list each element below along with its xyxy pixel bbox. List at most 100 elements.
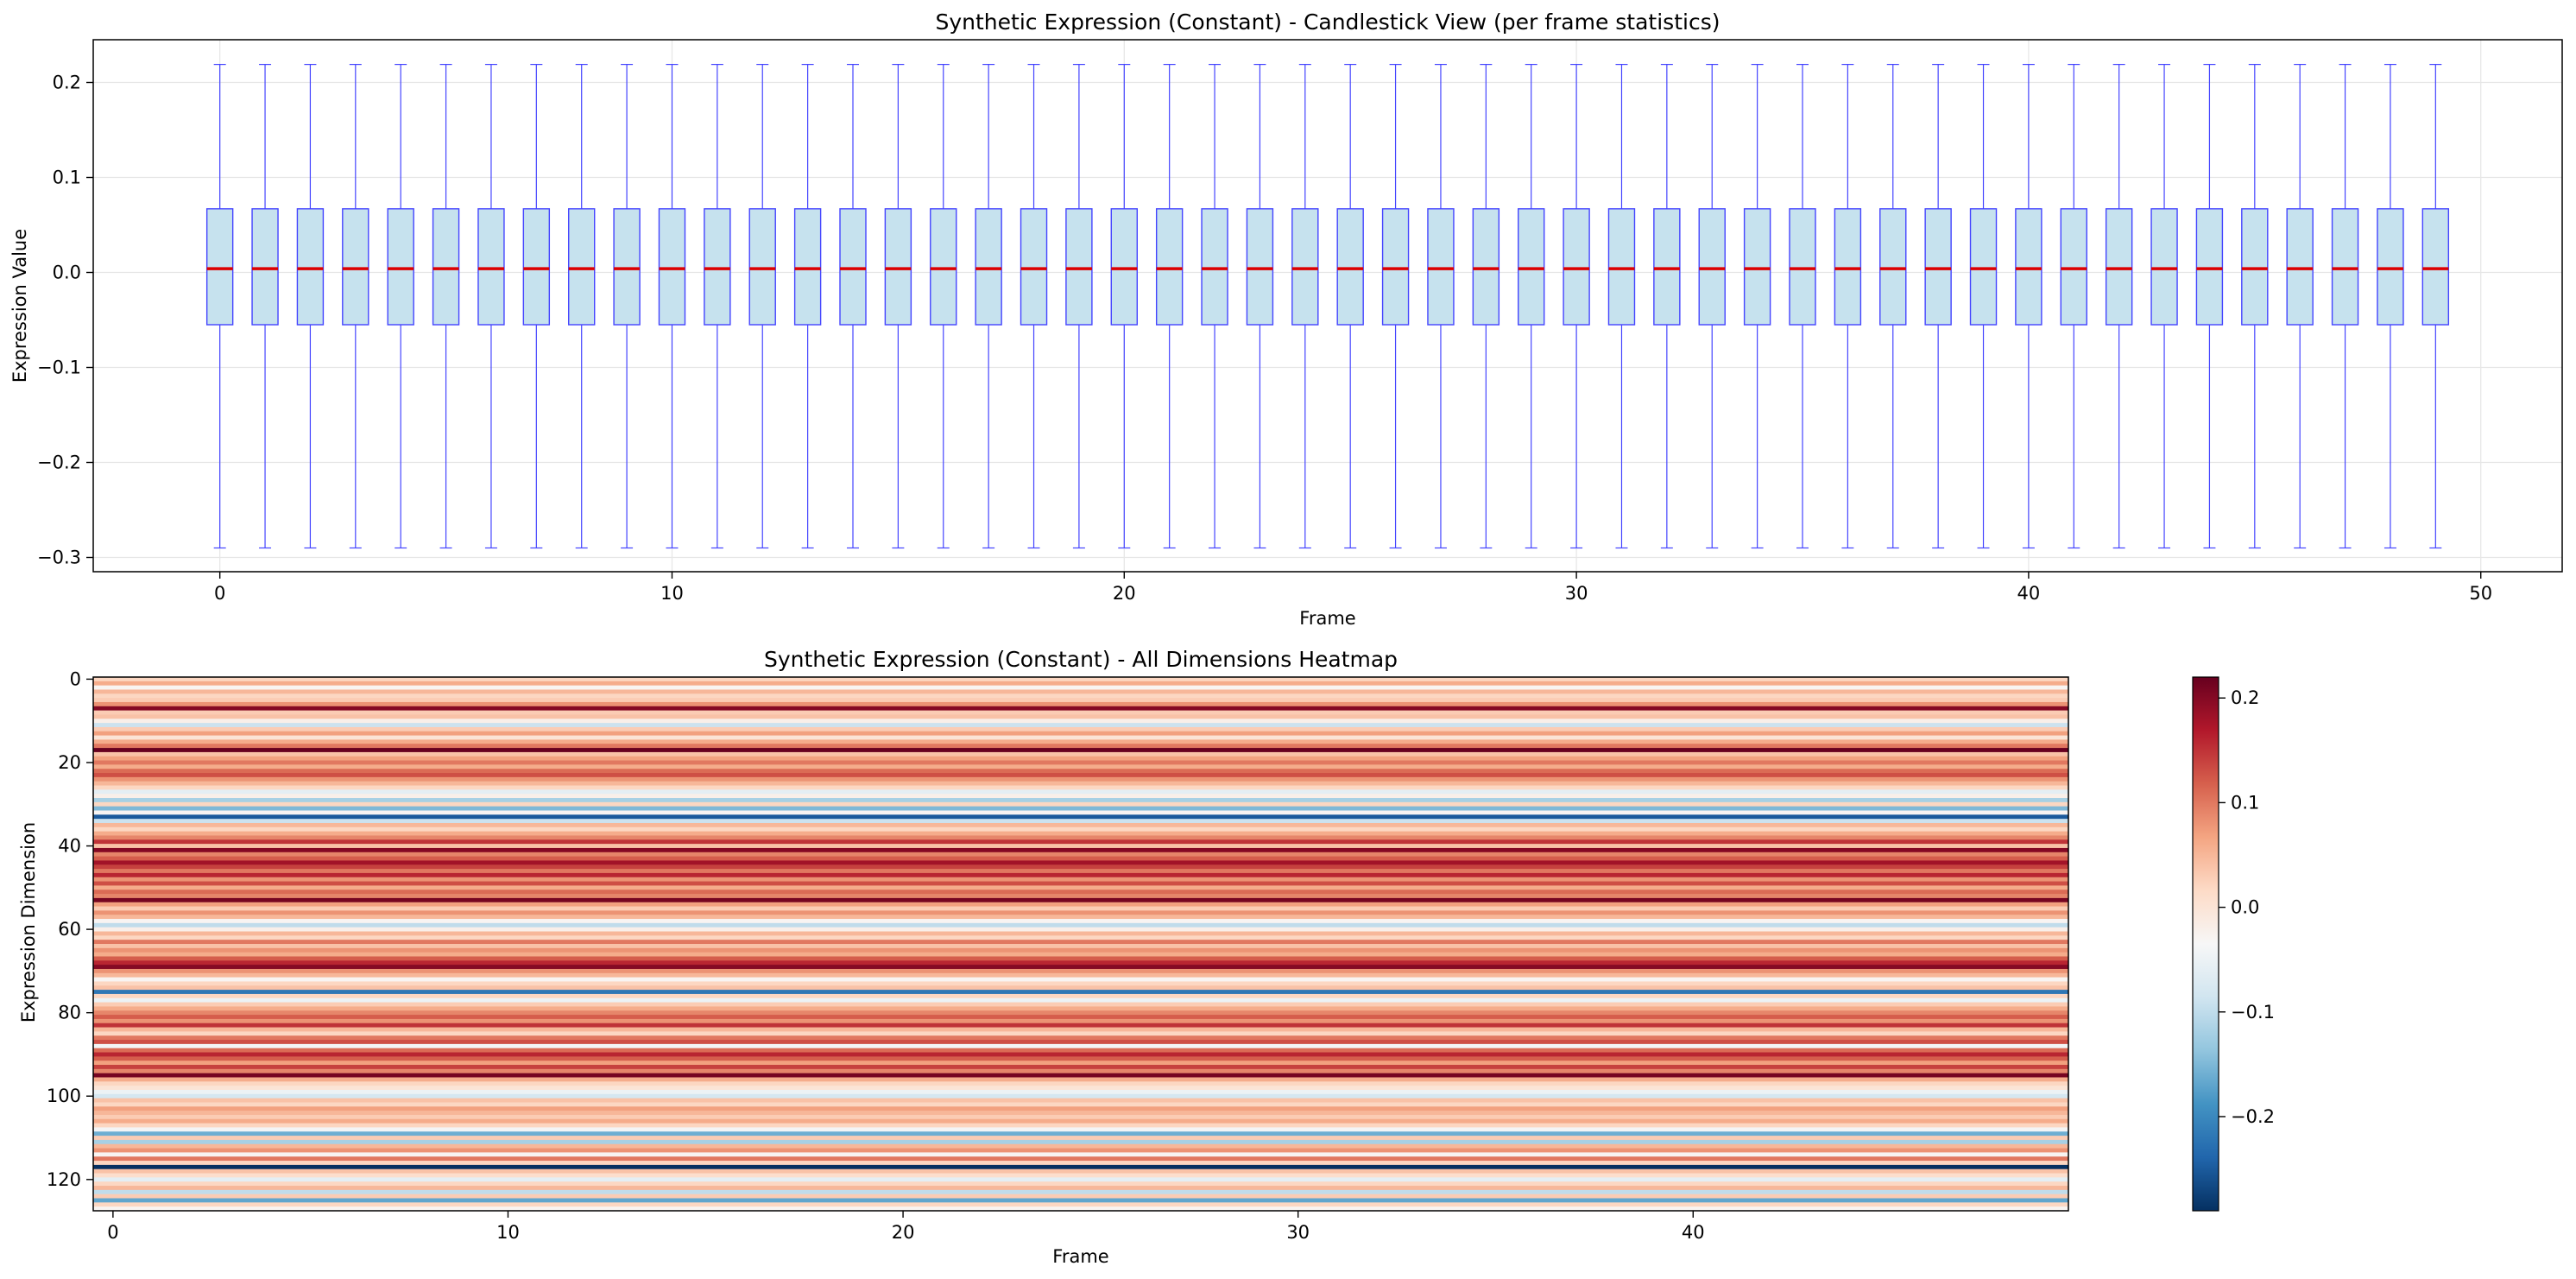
box-body [930, 208, 957, 326]
y-tick-label: 120 [47, 1169, 81, 1190]
heatmap-row [93, 1048, 2068, 1054]
box-body [748, 208, 776, 326]
heatmap-row [93, 1031, 2068, 1036]
heatmap-row [93, 822, 2068, 828]
heatmap-row [93, 906, 2068, 911]
heatmap-row [93, 1061, 2068, 1066]
x-tick-label: 30 [1286, 1222, 1310, 1243]
candlestick-box [1698, 63, 1726, 549]
box-body [1789, 208, 1816, 326]
heatmap-row [93, 864, 2068, 870]
box-body [1607, 208, 1636, 326]
heatmap-row [93, 919, 2068, 924]
heatmap-row [93, 1098, 2068, 1104]
colorbar-axis: 0.2 0.1 0.0 −0.1 −0.2 [2219, 687, 2275, 1127]
heatmap-row [93, 681, 2068, 687]
box-body [1291, 208, 1319, 326]
heatmap-row [93, 698, 2068, 703]
box-body [205, 208, 234, 326]
heatmap-row [93, 1139, 2068, 1145]
x-tick-label: 0 [214, 583, 225, 604]
colorbar-tick-label: 0.0 [2231, 897, 2259, 918]
candlestick-box [342, 63, 369, 549]
box-body [1246, 208, 1274, 326]
heatmap-row [93, 756, 2068, 762]
box-body [704, 208, 731, 326]
candlestick-box [2150, 63, 2178, 549]
heatmap-row [93, 726, 2068, 732]
box-body [1472, 208, 1500, 326]
candlestick-box [2060, 63, 2087, 549]
candlestick-x-axis-label: Frame [1299, 608, 1355, 629]
heatmap-row [93, 960, 2068, 966]
colorbar-tick-label: −0.2 [2231, 1106, 2275, 1127]
box-body [2060, 208, 2087, 326]
candlestick-box [1834, 63, 1862, 549]
y-tick-label: 0.0 [53, 263, 81, 283]
box-body [1518, 208, 1545, 326]
box-body [1065, 208, 1093, 326]
box-body [1381, 208, 1410, 326]
candlestick-box [884, 63, 912, 549]
box-body [1834, 208, 1862, 326]
heatmap-row [93, 1186, 2068, 1191]
heatmap-row [93, 860, 2068, 865]
heatmap-row [93, 1040, 2068, 1045]
heatmap-row [93, 1123, 2068, 1129]
heatmap-row [93, 776, 2068, 782]
heatmap-row [93, 710, 2068, 716]
heatmap-row [93, 1027, 2068, 1032]
heatmap-row [93, 1206, 2068, 1212]
heatmap-row [93, 1035, 2068, 1041]
heatmap-row [93, 1168, 2068, 1175]
y-tick-label: 40 [58, 836, 81, 857]
heatmap-row [93, 685, 2068, 691]
heatmap-row [93, 701, 2068, 707]
x-tick-label: 10 [496, 1222, 520, 1243]
heatmap-row [93, 1202, 2068, 1207]
y-tick-label: 20 [58, 752, 81, 773]
heatmap-row [93, 897, 2068, 903]
heatmap-row [93, 773, 2068, 778]
heatmap-row [93, 689, 2068, 694]
candlestick-box [930, 63, 957, 549]
box-body [1653, 208, 1681, 326]
heatmap-row [93, 731, 2068, 737]
heatmap-row [93, 1114, 2068, 1120]
heatmap-row [93, 806, 2068, 812]
heatmap-row [93, 1164, 2068, 1170]
box-body [2286, 208, 2314, 326]
heatmap-row [93, 872, 2068, 878]
heatmap-row [93, 1131, 2068, 1137]
heatmap-plot-frame [92, 676, 2069, 1212]
heatmap-row [93, 881, 2068, 887]
candlestick-box [748, 63, 776, 549]
heatmap-row [93, 760, 2068, 765]
heatmap-row [93, 1089, 2068, 1095]
candlestick-box [1607, 63, 1636, 549]
heatmap-row [93, 764, 2068, 769]
heatmap-row [93, 931, 2068, 936]
box-body [251, 208, 279, 326]
heatmap-row [93, 785, 2068, 790]
x-tick-label: 40 [1682, 1222, 1705, 1243]
box-body [296, 208, 325, 326]
candlestick-boxes [205, 63, 2450, 549]
heatmap-y-axis: 0 20 40 60 80 100 120 [47, 668, 93, 1190]
heatmap-row [93, 1052, 2068, 1057]
box-body [2195, 208, 2224, 326]
candlestick-box [1518, 63, 1545, 549]
heatmap-row [93, 1010, 2068, 1016]
candlestick-box [2105, 63, 2133, 549]
candlestick-box [839, 63, 867, 549]
box-body [658, 208, 686, 326]
candlestick-box [1065, 63, 1093, 549]
heatmap-row [93, 869, 2068, 874]
x-tick-label: 0 [107, 1222, 118, 1243]
box-body [1698, 208, 1726, 326]
heatmap-row [93, 1081, 2068, 1086]
heatmap-row [93, 944, 2068, 949]
heatmap-row [93, 852, 2068, 858]
heatmap-row [93, 927, 2068, 933]
candlestick-box [205, 63, 234, 549]
